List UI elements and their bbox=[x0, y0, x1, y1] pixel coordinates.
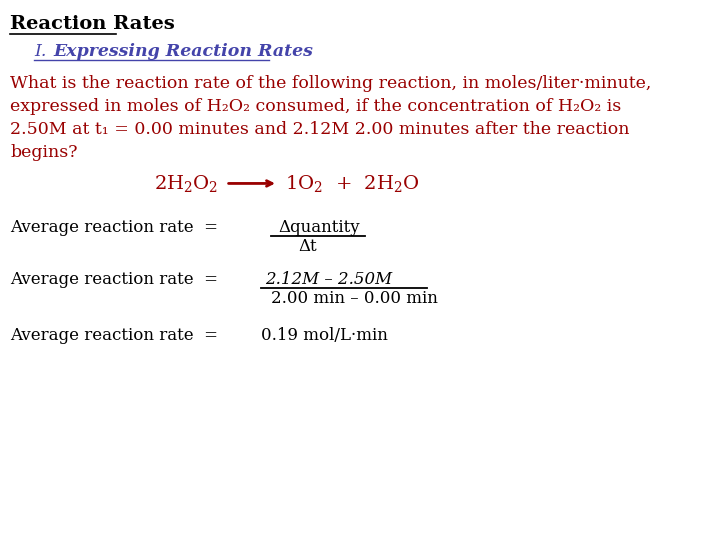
Text: $\mathregular{1O_2}$  +  $\mathregular{2H_2O}$: $\mathregular{1O_2}$ + $\mathregular{2H_… bbox=[285, 173, 420, 194]
Text: What is the reaction rate of the following reaction, in moles/liter·minute,: What is the reaction rate of the followi… bbox=[10, 75, 652, 92]
Text: Average reaction rate  =: Average reaction rate = bbox=[10, 219, 218, 237]
Text: begins?: begins? bbox=[10, 144, 78, 161]
Text: Δt: Δt bbox=[299, 238, 318, 255]
Text: Average reaction rate  =: Average reaction rate = bbox=[10, 327, 218, 343]
Text: 2.50M at t₁ = 0.00 minutes and 2.12M 2.00 minutes after the reaction: 2.50M at t₁ = 0.00 minutes and 2.12M 2.0… bbox=[10, 121, 629, 138]
Text: 0.19 mol/L·min: 0.19 mol/L·min bbox=[261, 327, 387, 343]
Text: Average reaction rate  =: Average reaction rate = bbox=[10, 271, 218, 288]
Text: Δquantity: Δquantity bbox=[278, 219, 359, 237]
Text: expressed in moles of H₂O₂ consumed, if the concentration of H₂O₂ is: expressed in moles of H₂O₂ consumed, if … bbox=[10, 98, 621, 115]
Text: 2.00 min – 0.00 min: 2.00 min – 0.00 min bbox=[271, 290, 438, 307]
Text: I.: I. bbox=[35, 43, 47, 60]
Text: $\mathregular{2H_2O_2}$: $\mathregular{2H_2O_2}$ bbox=[153, 173, 217, 194]
Text: 2.12M – 2.50M: 2.12M – 2.50M bbox=[265, 271, 392, 288]
Text: Reaction Rates: Reaction Rates bbox=[10, 15, 175, 33]
Text: Expressing Reaction Rates: Expressing Reaction Rates bbox=[53, 43, 313, 60]
